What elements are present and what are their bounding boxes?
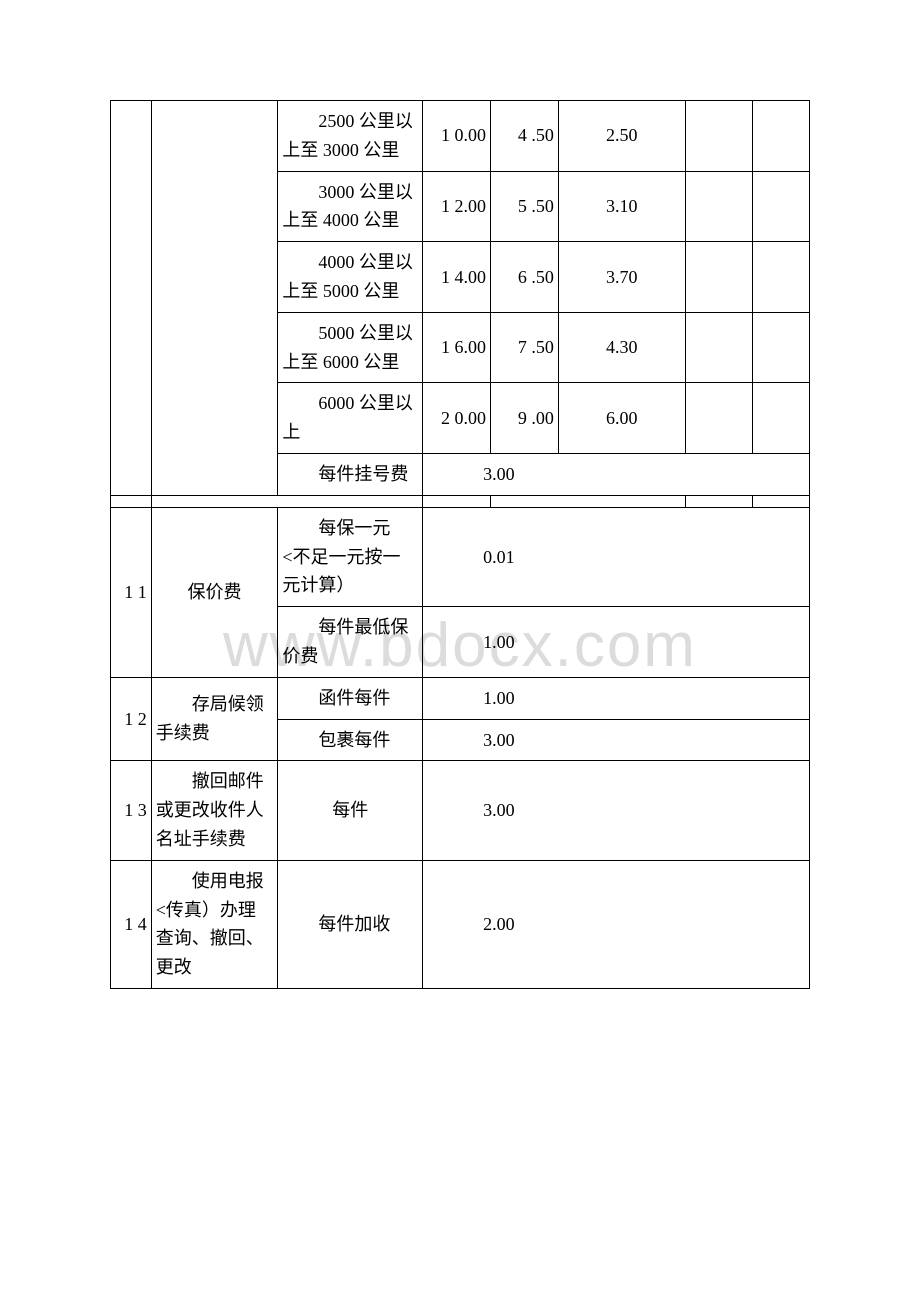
item-name: 撤回邮件或更改收件人名址手续费 [151, 761, 278, 860]
distance-desc: 5000 公里以上至 6000 公里 [278, 312, 423, 383]
item-name: 保价费 [151, 507, 278, 677]
col-v1: 1 6.00 [423, 312, 491, 383]
sub-desc: 每件 [278, 761, 423, 860]
col-v2: 9 .00 [491, 383, 559, 454]
table-row: 1 3 撤回邮件或更改收件人名址手续费 每件 3.00 [111, 761, 810, 860]
pricing-table: 2500 公里以上至 3000 公里 1 0.00 4 .50 2.50 300… [110, 100, 810, 989]
col-v2: 6 .50 [491, 242, 559, 313]
distance-desc: 4000 公里以上至 5000 公里 [278, 242, 423, 313]
item-id: 1 2 [111, 677, 152, 761]
col-v3: 6.00 [558, 383, 685, 454]
sub-desc: 包裹每件 [278, 719, 423, 761]
table-row: 2500 公里以上至 3000 公里 1 0.00 4 .50 2.50 [111, 101, 810, 172]
registration-value: 3.00 [423, 453, 810, 495]
table-row: 1 4 使用电报<传真）办理查询、撤回、更改 每件加收 2.00 [111, 860, 810, 988]
separator-row [111, 495, 810, 507]
sub-desc: 函件每件 [278, 677, 423, 719]
item-id: 1 1 [111, 507, 152, 677]
sub-value: 3.00 [423, 719, 810, 761]
item-name: 使用电报<传真）办理查询、撤回、更改 [151, 860, 278, 988]
sub-value: 0.01 [423, 507, 810, 606]
col-v1: 1 4.00 [423, 242, 491, 313]
col-v3: 2.50 [558, 101, 685, 172]
sub-desc: 每保一元 <不足一元按一元计算） [278, 507, 423, 606]
col-v3: 3.70 [558, 242, 685, 313]
sub-value: 2.00 [423, 860, 810, 988]
col-v1: 1 0.00 [423, 101, 491, 172]
item-id: 1 4 [111, 860, 152, 988]
registration-label: 每件挂号费 [278, 453, 423, 495]
distance-desc: 3000 公里以上至 4000 公里 [278, 171, 423, 242]
col-v1: 2 0.00 [423, 383, 491, 454]
distance-desc: 6000 公里以上 [278, 383, 423, 454]
col-v2: 5 .50 [491, 171, 559, 242]
col-v3: 3.10 [558, 171, 685, 242]
table-row: 1 2 存局候领手续费 函件每件 1.00 [111, 677, 810, 719]
sub-value: 1.00 [423, 607, 810, 678]
table-row: 1 1 保价费 每保一元 <不足一元按一元计算） 0.01 [111, 507, 810, 606]
distance-desc: 2500 公里以上至 3000 公里 [278, 101, 423, 172]
col-v2: 7 .50 [491, 312, 559, 383]
sub-desc: 每件加收 [278, 860, 423, 988]
sub-value: 3.00 [423, 761, 810, 860]
sub-desc: 每件最低保价费 [278, 607, 423, 678]
col-v2: 4 .50 [491, 101, 559, 172]
item-id: 1 3 [111, 761, 152, 860]
col-v3: 4.30 [558, 312, 685, 383]
sub-value: 1.00 [423, 677, 810, 719]
col-v1: 1 2.00 [423, 171, 491, 242]
item-name: 存局候领手续费 [151, 677, 278, 761]
